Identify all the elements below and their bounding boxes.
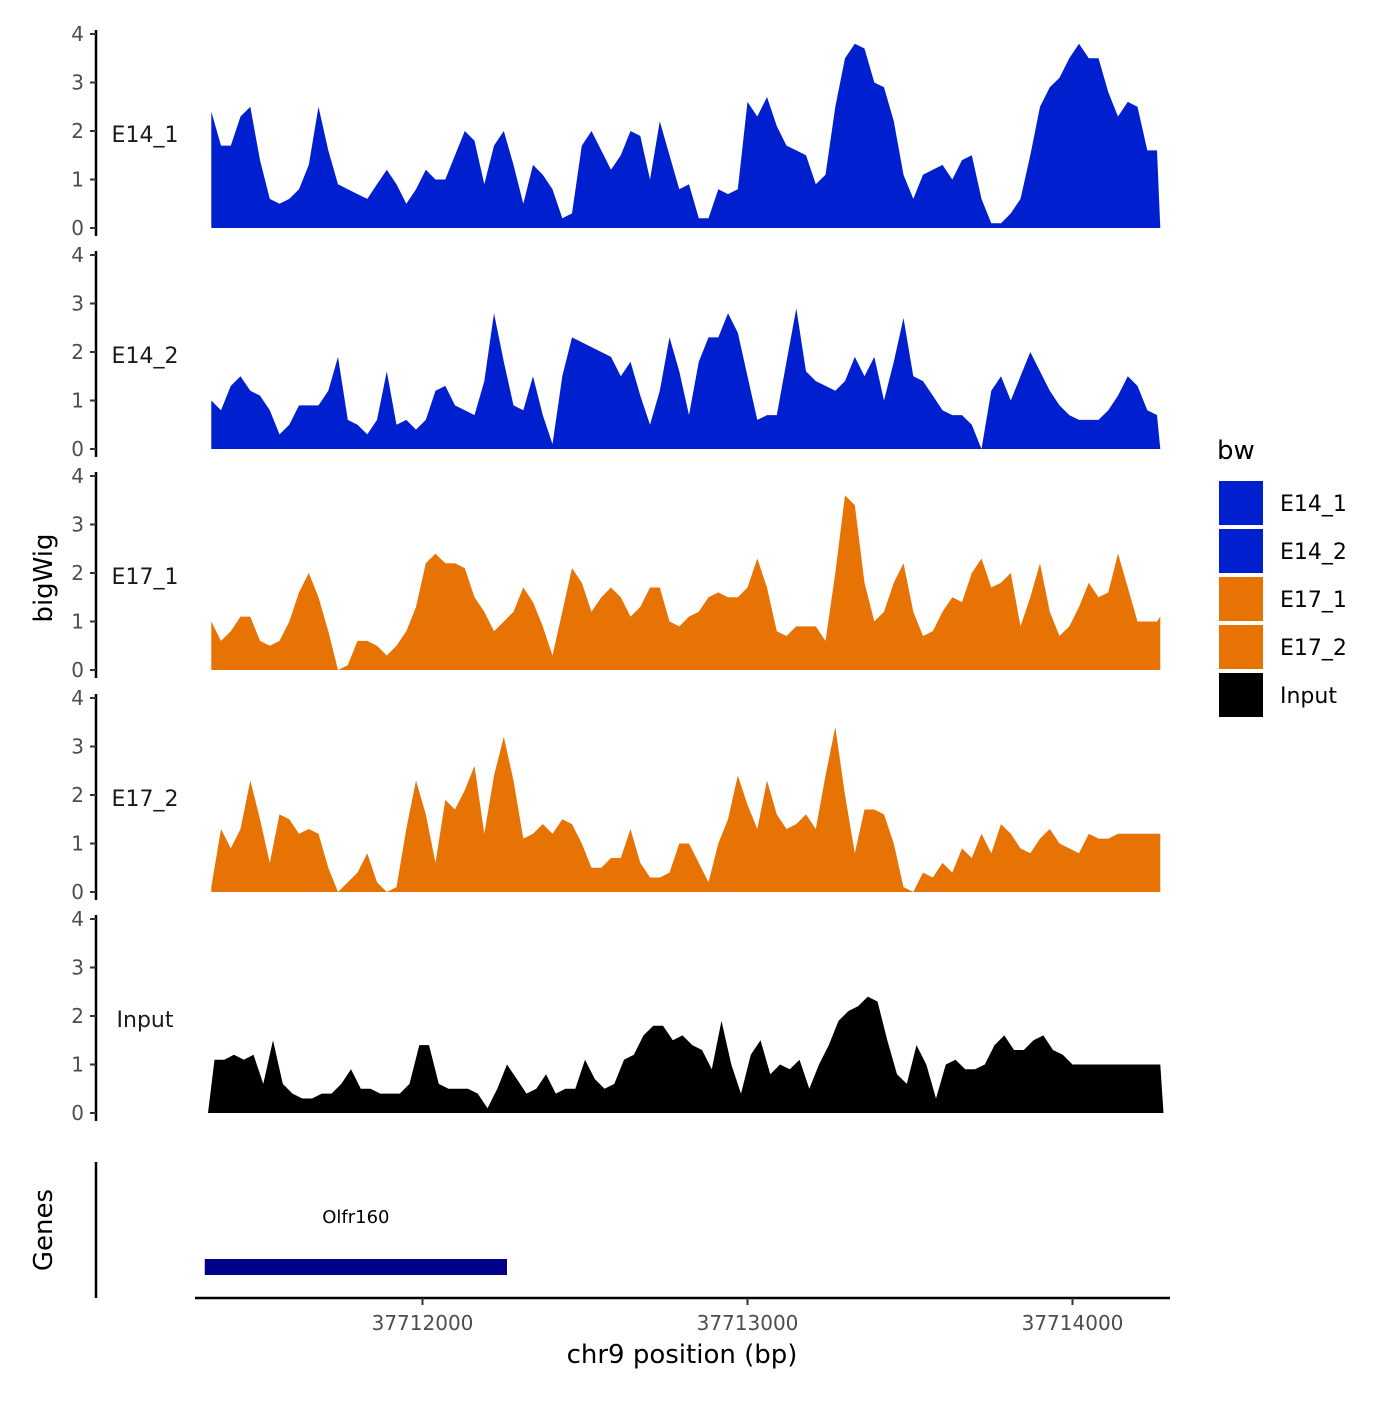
x-tick-label: 37712000: [372, 1311, 474, 1335]
legend-label-e14-2: E14_2: [1280, 540, 1347, 565]
legend-swatch-e14-2: [1219, 529, 1263, 573]
legend-swatch-input: [1219, 673, 1263, 717]
legend-label-e17-1: E17_1: [1280, 588, 1347, 613]
y-tick-label: 2: [71, 119, 84, 143]
legend: bw E14_1 E14_2 E17_1 E17_2 Input: [1217, 436, 1347, 717]
y-tick-label: 2: [71, 1004, 84, 1028]
y-tick-label: 4: [71, 907, 84, 931]
y-tick-label: 0: [71, 437, 84, 461]
panel-e14-1: 0 1 2 3 4 E14_1: [71, 22, 1161, 240]
y-tick-label: 1: [71, 389, 84, 413]
panel-label-e17-1: E17_1: [112, 565, 179, 590]
x-axis-title: chr9 position (bp): [567, 1340, 798, 1370]
panel-e14-2: 0 1 2 3 4 E14_2: [71, 243, 1161, 461]
y-axis-title: bigWig: [29, 533, 59, 622]
y-tick-label: 2: [71, 340, 84, 364]
y-tick-label: 0: [71, 216, 84, 240]
legend-label-input: Input: [1280, 684, 1337, 709]
legend-swatch-e17-2: [1219, 625, 1263, 669]
y-tick-label: 3: [71, 735, 84, 759]
legend-swatch-e17-1: [1219, 577, 1263, 621]
panel-label-e14-2: E14_2: [112, 344, 179, 369]
y-tick-label: 1: [71, 610, 84, 634]
x-tick-label: 37713000: [697, 1311, 799, 1335]
y-tick-label: 1: [71, 168, 84, 192]
panel-label-e17-2: E17_2: [112, 787, 179, 812]
genes-track: Genes Olfr160: [29, 1162, 507, 1298]
y-tick-label: 3: [71, 292, 84, 316]
panels-layer: 0 1 2 3 4 E14_1 0 1 2 3 4 E14_2 0 1 2 3 4 E17_1 0 1 2 3 4 E17_2…: [71, 22, 1164, 1125]
x-axis: chr9 position (bp) 37712000 37713000 37714…: [195, 1296, 1170, 1370]
y-tick-label: 3: [71, 71, 84, 95]
y-tick-label: 0: [71, 1101, 84, 1125]
y-tick-label: 0: [71, 880, 84, 904]
y-tick-label: 4: [71, 686, 84, 710]
y-tick-label: 3: [71, 956, 84, 980]
series-area-e14-2: [211, 308, 1161, 449]
y-tick-label: 1: [71, 832, 84, 856]
panel-input: 0 1 2 3 4 Input: [71, 907, 1164, 1125]
y-tick-label: 4: [71, 22, 84, 46]
legend-swatch-e14-1: [1219, 481, 1263, 525]
y-tick-label: 3: [71, 513, 84, 537]
y-tick-label: 0: [71, 658, 84, 682]
gene-body-olfr160: [204, 1259, 507, 1275]
y-tick-label: 1: [71, 1053, 84, 1077]
genes-track-title: Genes: [29, 1189, 59, 1271]
y-tick-label: 4: [71, 243, 84, 267]
y-tick-label: 2: [71, 561, 84, 585]
series-area-e14-1: [211, 43, 1161, 229]
legend-label-e14-1: E14_1: [1280, 492, 1347, 517]
series-area-input: [208, 996, 1164, 1113]
panel-e17-2: 0 1 2 3 4 E17_2: [71, 686, 1161, 904]
gene-label-olfr160: Olfr160: [322, 1207, 389, 1228]
panel-label-input: Input: [117, 1008, 174, 1033]
panel-label-e14-1: E14_1: [112, 123, 179, 148]
series-area-e17-1: [211, 495, 1161, 670]
series-area-e17-2: [211, 727, 1161, 892]
panel-e17-1: 0 1 2 3 4 E17_1: [71, 464, 1161, 682]
x-tick-label: 37714000: [1022, 1311, 1124, 1335]
legend-title: bw: [1217, 436, 1255, 466]
y-tick-label: 4: [71, 464, 84, 488]
y-tick-label: 2: [71, 783, 84, 807]
legend-label-e17-2: E17_2: [1280, 636, 1347, 661]
